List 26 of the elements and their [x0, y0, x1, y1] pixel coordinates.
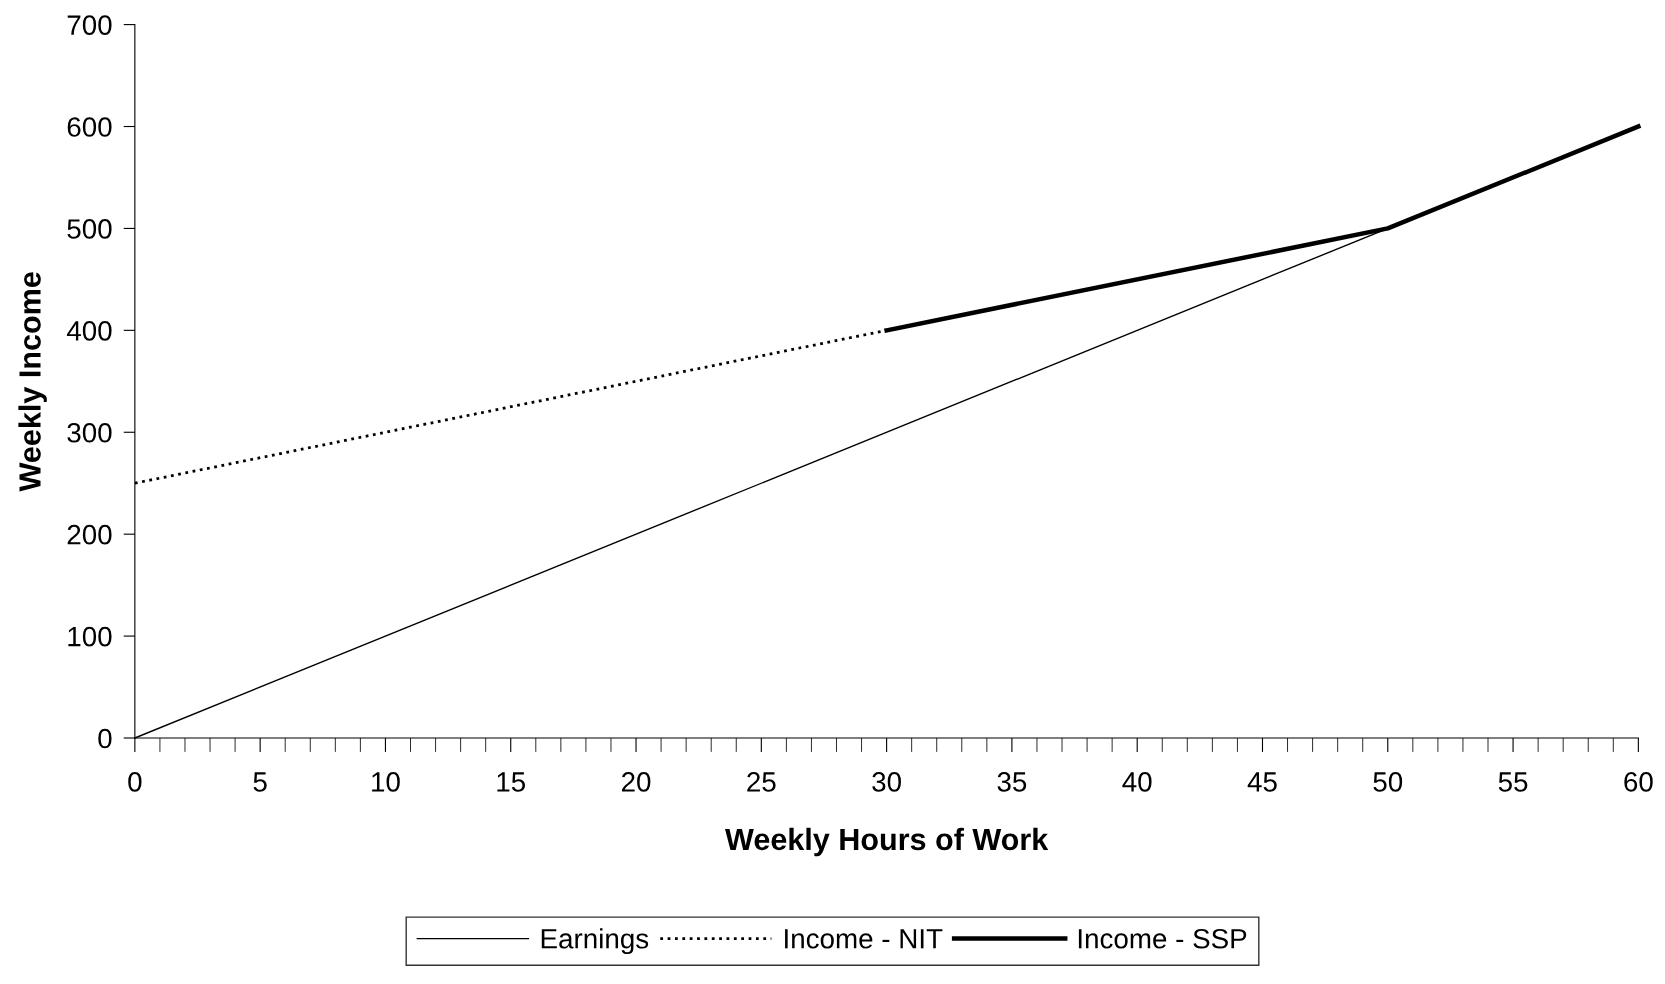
- y-tick-label: 0: [98, 728, 112, 749]
- y-tick-label: 700: [67, 15, 112, 35]
- legend-label: Earnings: [541, 928, 649, 955]
- legend-label: Income - SSP: [1078, 928, 1247, 949]
- y-tick-label: 600: [67, 117, 112, 137]
- x-tick-label: 35: [997, 772, 1027, 792]
- y-axis-title: Weekly Income: [18, 272, 47, 492]
- x-tick-label: 40: [1122, 772, 1152, 792]
- y-tick-label: 500: [67, 219, 112, 239]
- x-tick-label: 0: [128, 772, 142, 792]
- x-axis-title: Weekly Hours of Work: [725, 827, 1049, 857]
- x-tick-label: 60: [1624, 772, 1653, 792]
- y-tick-label: 300: [67, 422, 112, 443]
- x-tick-label: 55: [1498, 772, 1528, 792]
- x-tick-label: 15: [497, 772, 526, 792]
- y-tick-label: 400: [66, 321, 112, 341]
- y-tick-label: 100: [68, 626, 112, 647]
- x-tick-label: 50: [1373, 772, 1403, 792]
- x-tick-label: 10: [372, 772, 400, 792]
- x-tick-label: 45: [1247, 772, 1277, 792]
- y-tick-label: 200: [67, 524, 112, 545]
- x-tick-label: 25: [747, 772, 776, 792]
- legend-label: Income - NIT: [785, 929, 943, 949]
- x-tick-label: 20: [621, 772, 651, 792]
- x-tick-label: 30: [872, 772, 901, 792]
- x-tick-label: 5: [253, 772, 267, 792]
